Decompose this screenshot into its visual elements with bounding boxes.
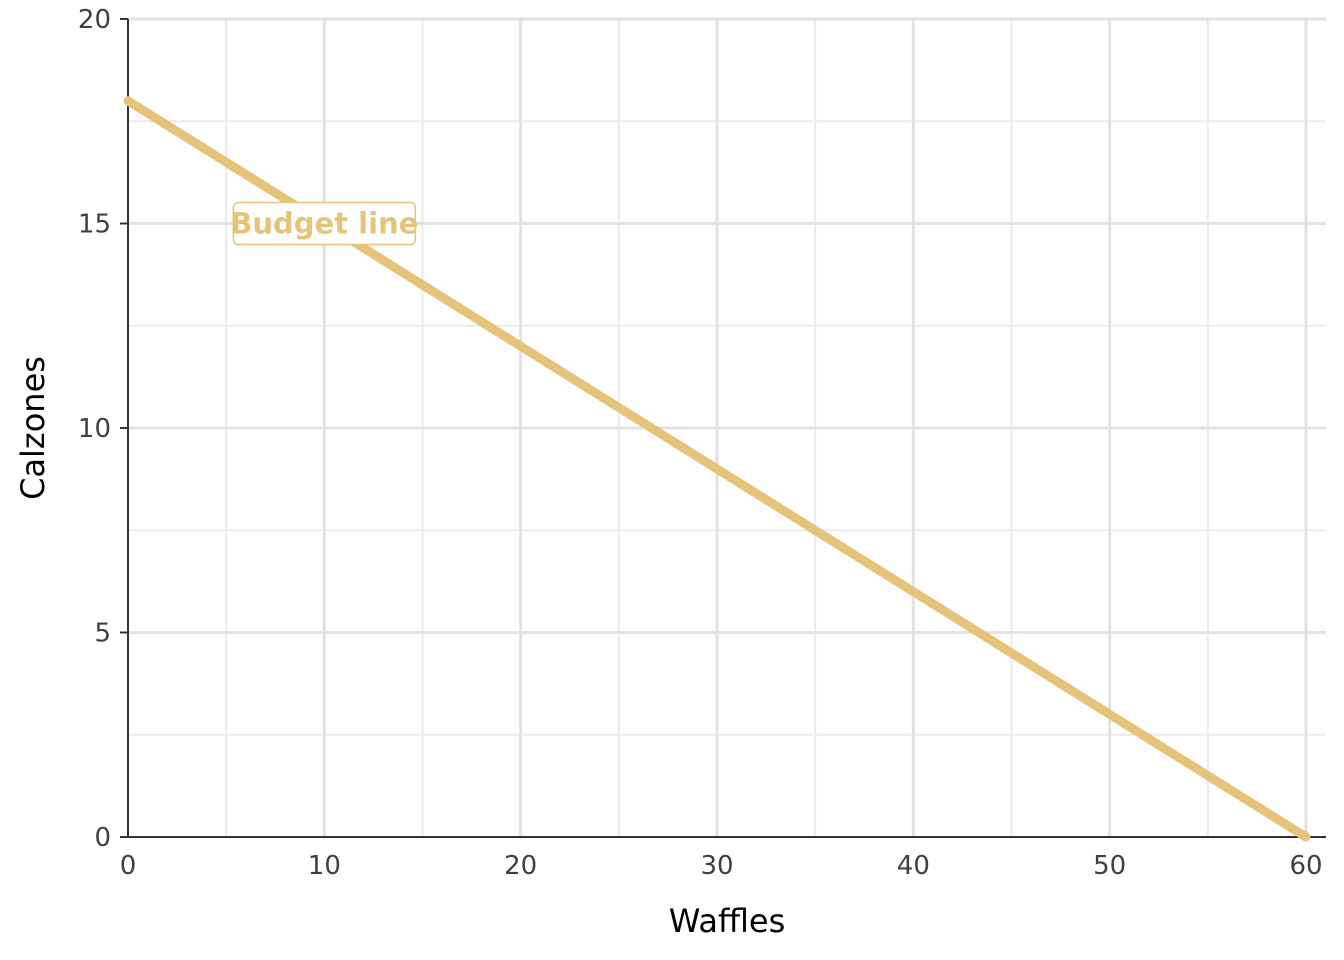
x-tick-label: 20 xyxy=(504,851,537,881)
x-tick-label: 30 xyxy=(700,851,733,881)
y-tick-label: 15 xyxy=(78,210,111,240)
x-tick-label: 40 xyxy=(897,851,930,881)
y-axis-title: Calzones xyxy=(14,356,52,500)
y-tick-label: 20 xyxy=(78,5,111,35)
y-tick-label: 10 xyxy=(78,414,111,444)
x-tick-label: 60 xyxy=(1289,851,1322,881)
x-axis-title: Waffles xyxy=(669,902,786,940)
x-tick-label: 10 xyxy=(308,851,341,881)
x-tick-label: 0 xyxy=(120,851,137,881)
annotation-layer: Budget line xyxy=(230,201,418,246)
y-tick-label: 0 xyxy=(94,823,111,853)
budget-line-label-box xyxy=(232,201,417,246)
y-tick-label: 5 xyxy=(94,619,111,649)
major-gridlines xyxy=(128,17,1326,837)
budget-line-label: Budget line xyxy=(230,207,418,241)
tick-labels: 0 10 20 30 40 50 60 0 5 10 15 20 xyxy=(78,5,1323,881)
axes xyxy=(120,18,1326,838)
x-tick-label: 50 xyxy=(1093,851,1126,881)
